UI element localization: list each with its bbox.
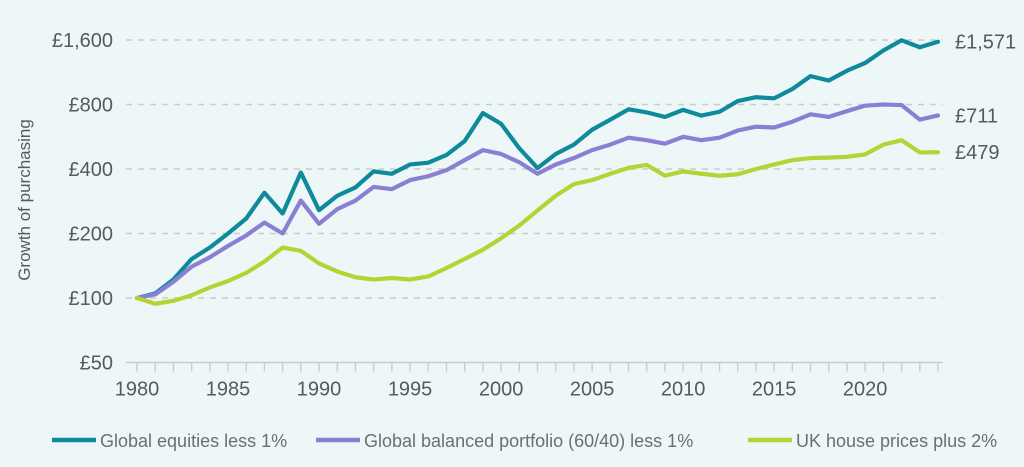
y-tick-label: £200 xyxy=(69,224,114,246)
y-tick-label: £100 xyxy=(69,288,114,310)
y-tick-labels: £50 £100 £200 £400 £800 £1,600 xyxy=(52,30,113,375)
gridlines xyxy=(126,39,943,299)
x-tick-label: 2020 xyxy=(843,379,888,401)
y-tick-label: £400 xyxy=(69,159,114,181)
y-axis-title-text: Growth of purchasing xyxy=(15,119,34,281)
series-line-0 xyxy=(134,38,941,301)
series-end-label: £479 xyxy=(955,142,1000,164)
series-end-labels: £1,571 £711 £479 xyxy=(955,32,1016,165)
x-tick-label: 2000 xyxy=(479,379,524,401)
x-tick-label: 1995 xyxy=(388,379,433,401)
y-tick-label: £50 xyxy=(80,353,113,375)
series-end-label: £711 xyxy=(955,105,998,127)
legend-label-0[interactable]: Global equities less 1% xyxy=(100,431,287,451)
x-tick-label: 1990 xyxy=(297,379,342,401)
series-line-1 xyxy=(134,102,941,301)
series-lines xyxy=(134,38,941,306)
x-tick-label: 2015 xyxy=(752,379,797,401)
legend-label-2[interactable]: UK house prices plus 2% xyxy=(796,431,997,451)
x-tick-labels: 1980 1985 1990 1995 2000 2005 2010 2015 2020 xyxy=(115,379,888,401)
x-tick-label: 2010 xyxy=(661,379,706,401)
chart-legend: Global equities less 1% Global balanced p… xyxy=(52,431,997,451)
x-tick-label: 2005 xyxy=(570,379,615,401)
y-tick-label: £1,600 xyxy=(52,30,113,52)
x-tick-label: 1980 xyxy=(115,379,160,401)
y-axis-title: Growth of purchasing xyxy=(15,119,34,281)
legend-label-1[interactable]: Global balanced portfolio (60/40) less 1… xyxy=(364,431,693,451)
x-tick-label: 1985 xyxy=(206,379,251,401)
y-tick-label: £800 xyxy=(69,95,114,117)
series-line-2 xyxy=(134,138,941,306)
series-end-label: £1,571 xyxy=(955,32,1016,54)
x-axis xyxy=(126,361,943,372)
